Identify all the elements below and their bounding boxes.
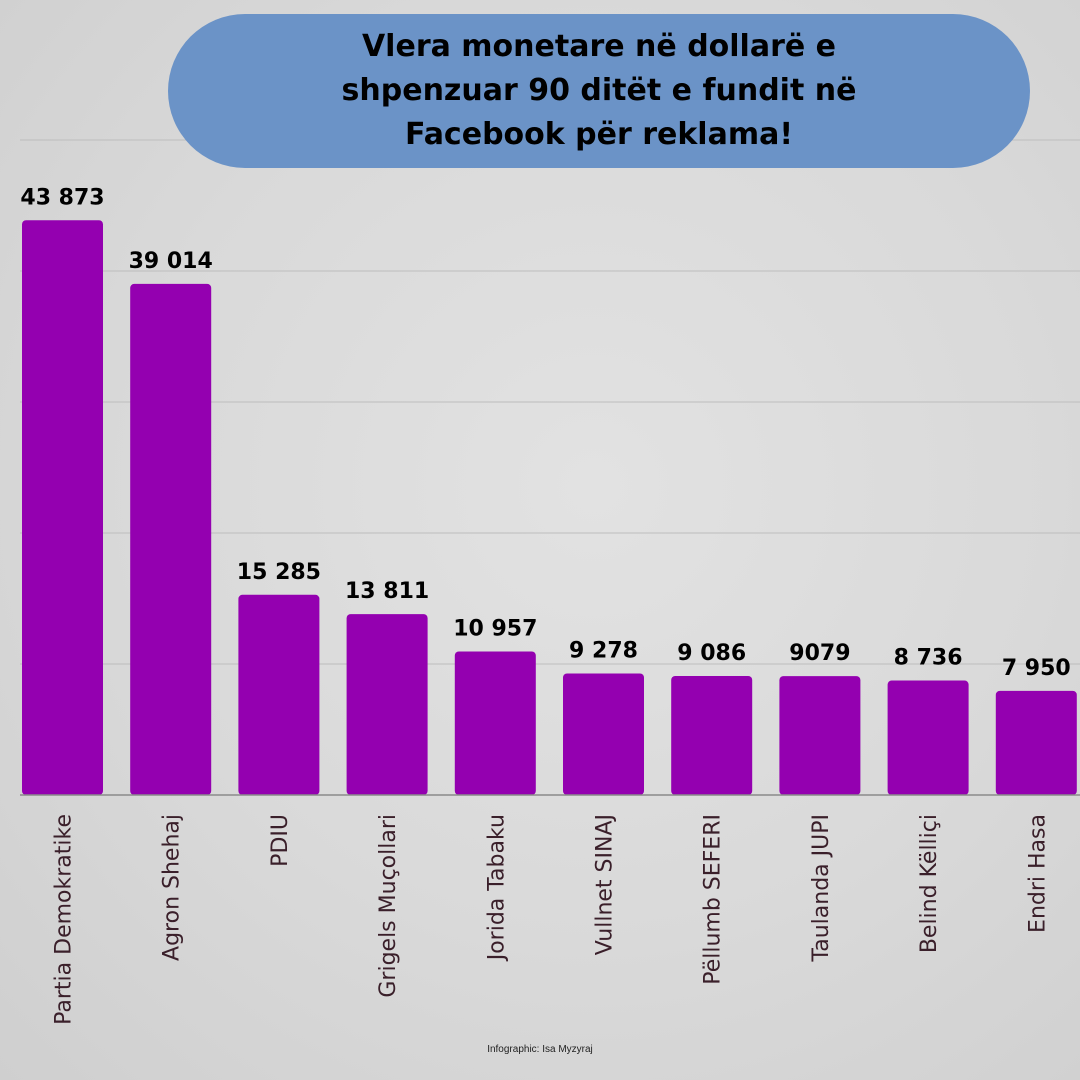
- category-label: Vullnet SINAJ: [593, 814, 618, 955]
- category-label: Pëllumb SEFERI: [701, 814, 726, 985]
- category-label: PDIU: [268, 814, 293, 867]
- data-label: 10 957: [453, 616, 537, 641]
- category-label: Endri Hasa: [1025, 814, 1050, 933]
- bar: [887, 680, 969, 795]
- data-label: 9 086: [677, 641, 746, 666]
- bar: [454, 651, 536, 795]
- data-label: 39 014: [129, 249, 213, 274]
- data-label: 7 950: [1002, 656, 1071, 681]
- chart-title: Vlera monetare në dollarë e shpenzuar 90…: [341, 29, 857, 152]
- category-label: Grigels Muçollari: [376, 814, 401, 998]
- bar: [130, 283, 212, 795]
- bar: [238, 594, 320, 795]
- credit-text: Infographic: Isa Myzyraj: [487, 1044, 593, 1055]
- value-labels: 43 873 39 014 15 285 13 811 10 957 9 278 9 086…: [20, 185, 1070, 681]
- title-banner: Vlera monetare në dollarë e shpenzuar 90…: [168, 14, 1030, 168]
- category-label: Taulanda JUPI: [809, 814, 834, 963]
- bar: [779, 676, 861, 795]
- category-label: Jorida Tabaku: [484, 814, 509, 962]
- bar: [346, 614, 428, 795]
- category-label: Belind Këlliçi: [917, 814, 942, 953]
- category-label: Partia Demokratike: [52, 814, 77, 1025]
- bar: [995, 690, 1077, 795]
- data-label: 9079: [789, 641, 850, 666]
- data-label: 15 285: [237, 560, 321, 585]
- data-label: 8 736: [894, 646, 963, 671]
- bar: [563, 673, 644, 795]
- bar: [671, 675, 753, 795]
- data-label: 13 811: [345, 579, 429, 604]
- data-label: 43 873: [20, 185, 104, 210]
- bars: [22, 220, 1077, 796]
- data-label: 9 278: [569, 638, 638, 663]
- category-label: Agron Shehaj: [160, 814, 185, 961]
- bar: [22, 220, 103, 796]
- category-labels: Partia Demokratike Agron Shehaj PDIU Grigel…: [52, 814, 1051, 1025]
